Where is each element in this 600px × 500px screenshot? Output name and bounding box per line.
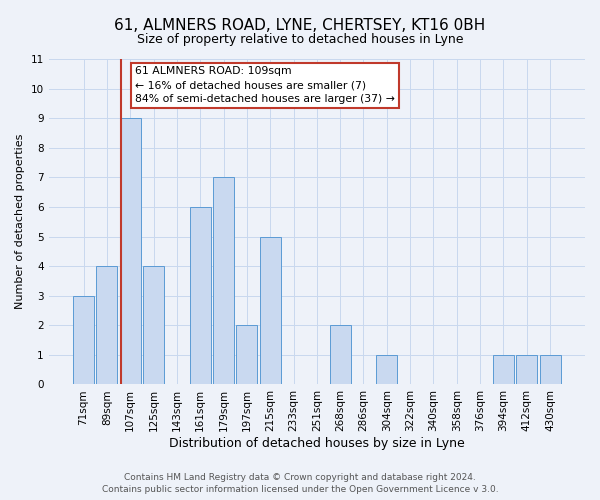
X-axis label: Distribution of detached houses by size in Lyne: Distribution of detached houses by size … [169,437,465,450]
Bar [376,355,397,384]
Text: 61, ALMNERS ROAD, LYNE, CHERTSEY, KT16 0BH: 61, ALMNERS ROAD, LYNE, CHERTSEY, KT16 0… [115,18,485,32]
Bar [329,326,350,384]
Bar [120,118,140,384]
Bar [213,178,234,384]
Bar [73,296,94,384]
Bar [97,266,118,384]
Text: 61 ALMNERS ROAD: 109sqm
← 16% of detached houses are smaller (7)
84% of semi-det: 61 ALMNERS ROAD: 109sqm ← 16% of detache… [135,66,395,104]
Bar [539,355,560,384]
Bar [190,207,211,384]
Bar [516,355,537,384]
Text: Size of property relative to detached houses in Lyne: Size of property relative to detached ho… [137,32,463,46]
Bar [143,266,164,384]
Text: Contains HM Land Registry data © Crown copyright and database right 2024.
Contai: Contains HM Land Registry data © Crown c… [101,473,499,494]
Bar [236,326,257,384]
Bar [260,236,281,384]
Bar [493,355,514,384]
Y-axis label: Number of detached properties: Number of detached properties [15,134,25,310]
